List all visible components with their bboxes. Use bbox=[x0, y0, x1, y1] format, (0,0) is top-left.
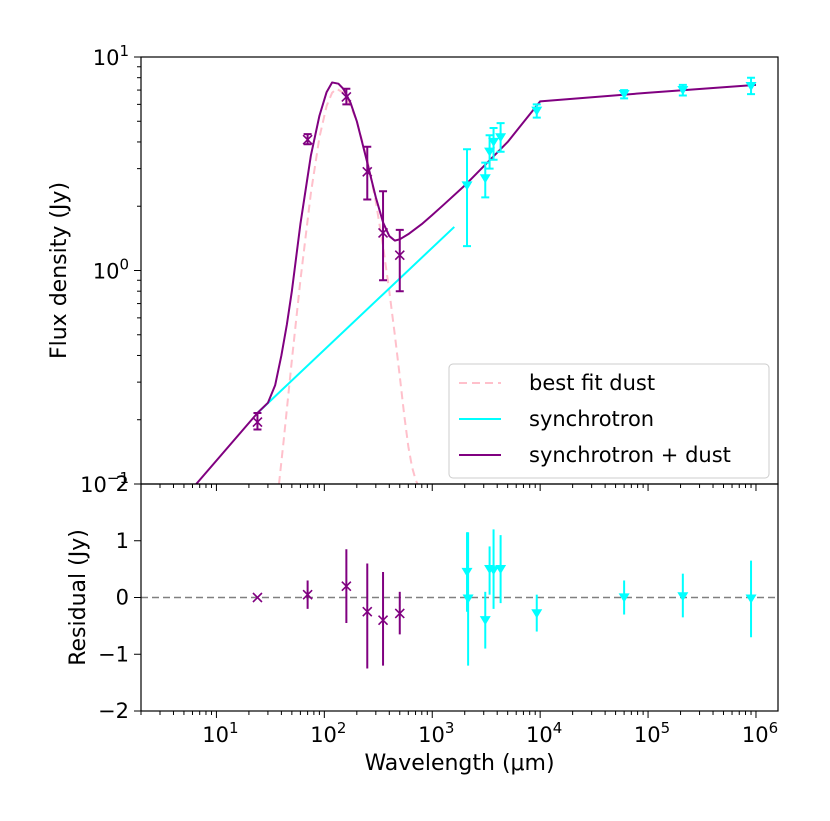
top-y-tick-label-0-base: 10 bbox=[93, 46, 120, 70]
axis-labels: 101 102 103 104 105 10610110010−1210−1−2Wavel… bbox=[47, 42, 778, 776]
residual-point-far-ir-residuals-2 bbox=[341, 581, 352, 592]
series-line-synchrotron bbox=[256, 226, 455, 414]
legend-label-1: synchrotron bbox=[529, 407, 654, 431]
legend-label-0: best fit dust bbox=[529, 371, 655, 395]
x-tick-label-0-exponent: 1 bbox=[229, 719, 239, 737]
residual-point-radio-residuals-0 bbox=[461, 567, 473, 577]
errorbar-far-ir-measurements-3 bbox=[363, 145, 372, 201]
legend-label-2: synchrotron + dust bbox=[529, 443, 731, 467]
x-tick-label-3: 104 bbox=[526, 719, 562, 747]
series-line-synchrotron-dust bbox=[195, 81, 757, 484]
legend: best fit dust synchrotron synchrotron + du… bbox=[448, 363, 770, 479]
residual-point-radio-residuals-1 bbox=[462, 594, 474, 604]
x-tick-label-5-base: 10 bbox=[742, 723, 769, 747]
residual-point-far-ir-residuals-1 bbox=[302, 589, 313, 600]
residual-point-radio-residuals-8 bbox=[677, 592, 689, 602]
errorbar-far-ir-measurements-4 bbox=[379, 190, 388, 282]
data-point-radio-measurements-6 bbox=[618, 90, 630, 100]
bottom-y-tick-label-0: 2 bbox=[116, 472, 129, 496]
data-point-far-ir-measurements-3 bbox=[362, 166, 373, 177]
top-y-tick-label-2-base: 10 bbox=[80, 473, 107, 497]
errorbar-radio-measurements-0 bbox=[463, 148, 472, 248]
x-tick-label-1-exponent: 2 bbox=[337, 719, 347, 737]
data-point-radio-measurements-2 bbox=[484, 147, 496, 157]
x-tick-label-2-base: 10 bbox=[418, 723, 445, 747]
bottom-y-tick-label-1: 1 bbox=[116, 529, 129, 553]
x-tick-label-5: 106 bbox=[742, 719, 778, 747]
data-point-far-ir-measurements-0 bbox=[252, 417, 263, 428]
data-point-far-ir-measurements-1 bbox=[302, 134, 313, 145]
x-tick-label-1: 102 bbox=[310, 719, 346, 747]
residual-point-radio-residuals-5 bbox=[495, 565, 507, 575]
residual-point-radio-residuals-6 bbox=[531, 609, 543, 619]
x-tick-label-4-exponent: 5 bbox=[661, 719, 671, 737]
bottom-y-tick-label-3: −1 bbox=[98, 642, 129, 666]
bottom-y-axis-title: Residual (Jy) bbox=[66, 529, 91, 666]
bottom-plot-area bbox=[141, 529, 778, 669]
data-point-radio-measurements-3 bbox=[488, 137, 500, 147]
x-axis-title: Wavelength (μm) bbox=[364, 751, 554, 776]
residual-point-far-ir-residuals-3 bbox=[362, 606, 373, 617]
residual-point-radio-residuals-9 bbox=[745, 594, 757, 604]
bottom-panel bbox=[141, 529, 778, 669]
x-tick-label-3-base: 10 bbox=[526, 723, 553, 747]
data-point-far-ir-measurements-4 bbox=[377, 227, 389, 238]
residual-point-far-ir-residuals-5 bbox=[394, 608, 405, 619]
residual-point-radio-residuals-7 bbox=[618, 593, 630, 603]
top-y-tick-label-1: 100 bbox=[93, 256, 129, 284]
legend-box bbox=[448, 363, 770, 479]
x-tick-label-3-exponent: 4 bbox=[553, 719, 563, 737]
data-point-radio-measurements-8 bbox=[745, 82, 757, 92]
top-y-tick-label-0-exponent: 1 bbox=[119, 42, 129, 60]
residual-point-far-ir-residuals-0 bbox=[252, 592, 263, 603]
x-tick-label-5-exponent: 6 bbox=[769, 719, 779, 737]
residual-point-radio-residuals-4 bbox=[488, 566, 500, 576]
residual-point-far-ir-residuals-4 bbox=[377, 615, 389, 626]
data-point-far-ir-measurements-2 bbox=[341, 91, 352, 103]
top-y-tick-label-2-exponent: −1 bbox=[107, 469, 129, 487]
data-point-radio-measurements-7 bbox=[677, 85, 689, 96]
x-tick-label-0-base: 10 bbox=[202, 723, 229, 747]
series-line-best-fit-dust bbox=[277, 87, 419, 484]
data-point-radio-measurements-1 bbox=[479, 174, 491, 184]
errorbar-far-ir-measurements-5 bbox=[395, 228, 404, 293]
x-tick-label-2-exponent: 3 bbox=[445, 719, 455, 737]
bottom-y-tick-label-4: −2 bbox=[98, 699, 129, 723]
top-y-tick-label-0: 101 bbox=[93, 42, 129, 70]
axis-ticks bbox=[134, 56, 757, 718]
top-y-tick-label-1-exponent: 0 bbox=[119, 256, 129, 274]
top-y-axis-title: Flux density (Jy) bbox=[47, 182, 72, 359]
top-y-tick-label-2: 10−1 bbox=[80, 469, 129, 497]
data-point-radio-measurements-0 bbox=[461, 181, 473, 191]
x-tick-label-1-base: 10 bbox=[310, 723, 337, 747]
x-tick-label-4: 105 bbox=[634, 719, 670, 747]
x-tick-label-2: 103 bbox=[418, 719, 454, 747]
top-plot-area bbox=[195, 76, 757, 484]
bottom-y-tick-label-2: 0 bbox=[116, 586, 129, 610]
x-tick-label-0: 101 bbox=[202, 719, 238, 747]
x-tick-label-4-base: 10 bbox=[634, 723, 661, 747]
top-y-tick-label-1-base: 10 bbox=[93, 260, 120, 284]
residual-point-radio-residuals-2 bbox=[479, 616, 491, 626]
data-point-radio-measurements-4 bbox=[495, 133, 507, 143]
top-panel bbox=[195, 76, 757, 484]
data-point-radio-measurements-5 bbox=[531, 106, 543, 116]
data-point-far-ir-measurements-5 bbox=[394, 250, 405, 261]
